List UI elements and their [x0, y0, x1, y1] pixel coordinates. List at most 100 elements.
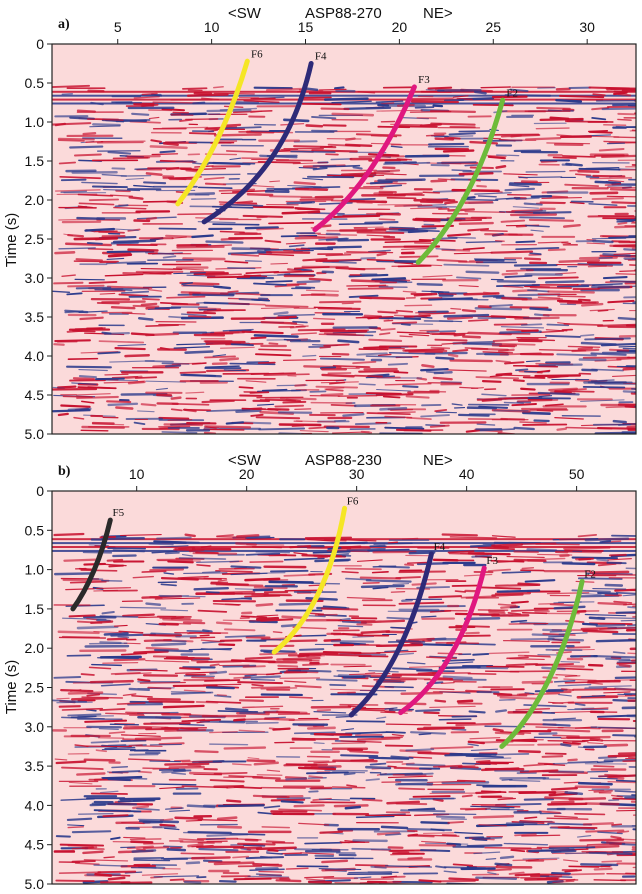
reflection-segment: [427, 381, 462, 384]
reflection-segment: [590, 379, 615, 382]
reflection-segment: [265, 280, 293, 283]
reflection-segment: [136, 807, 160, 811]
reflection-segment: [386, 616, 413, 620]
reflection-segment: [191, 676, 215, 679]
reflection-segment: [276, 315, 297, 319]
reflection-segment: [180, 291, 229, 295]
reflection-segment: [333, 86, 345, 90]
reflection-segment: [467, 319, 489, 322]
reflection-segment: [197, 609, 228, 613]
reflection-segment: [187, 631, 202, 635]
fault-f2: [415, 97, 506, 265]
reflection-segment: [524, 816, 538, 820]
reflection-segment: [390, 755, 414, 759]
reflection-segment: [58, 161, 77, 165]
reflection-segment: [449, 359, 493, 363]
fault-label: F4: [434, 541, 446, 553]
reflection-segment: [395, 802, 428, 806]
fault-f3: [312, 84, 417, 233]
reflection-segment: [484, 846, 532, 850]
fault-f4: [348, 551, 434, 718]
reflection-segment: [319, 346, 331, 349]
reflection-segment: [614, 790, 636, 793]
y-tick-label: 0: [36, 483, 44, 499]
reflection-segment: [96, 587, 132, 590]
reflection-segment: [631, 247, 636, 250]
reflection-segment: [223, 369, 246, 372]
reflection-segment: [438, 320, 463, 323]
reflection-segment: [245, 380, 267, 383]
reflection-segment: [300, 852, 335, 855]
reflection-segment: [67, 407, 92, 412]
reflection-segment: [580, 863, 619, 867]
reflection-segment: [395, 309, 414, 313]
reflection-segment: [161, 108, 186, 112]
reflection-segment: [90, 792, 128, 795]
reflection-segment: [627, 606, 636, 609]
reflection-segment: [407, 637, 435, 641]
reflection-segment: [68, 614, 96, 618]
reflection-segment: [501, 296, 528, 301]
reflection-segment: [289, 545, 312, 549]
reflection-segment: [408, 333, 430, 337]
reflection-segment: [525, 663, 551, 666]
reflection-segment: [432, 764, 463, 768]
reflection-segment: [574, 812, 606, 816]
fault-label: F6: [347, 495, 359, 507]
reflection-segment: [263, 373, 310, 377]
y-tick-label: 4.5: [25, 387, 45, 403]
reflection-segment: [368, 669, 399, 673]
reflection-segment: [521, 834, 561, 837]
reflection-segment: [158, 768, 186, 771]
reflection-segment: [259, 399, 297, 402]
reflection-segment: [190, 659, 209, 663]
reflection-segment: [264, 248, 296, 251]
reflection-segment: [151, 153, 179, 156]
reflection-segment: [244, 673, 257, 678]
reflection-segment: [106, 285, 153, 289]
reflection-segment: [391, 733, 405, 737]
reflection-segment: [430, 746, 474, 750]
reflection-segment: [99, 708, 126, 712]
reflection-segment: [443, 866, 487, 869]
reflection-segment: [178, 557, 227, 560]
reflection-segment: [471, 387, 484, 390]
reflection-segment: [314, 613, 338, 616]
reflection-segment: [560, 743, 572, 747]
reflection-segment: [607, 774, 636, 778]
reflection-segment: [261, 826, 291, 829]
reflection-segment: [443, 870, 457, 874]
reflection-segment: [371, 570, 389, 574]
reflection-segment: [318, 237, 349, 241]
reflection-segment: [364, 220, 399, 224]
reflection-segment: [350, 758, 375, 762]
reflection-segment: [191, 197, 217, 200]
reflection-segment: [611, 794, 623, 798]
reflection-segment: [407, 833, 419, 837]
reflection-segment: [73, 153, 102, 157]
reflection-segment: [512, 858, 558, 862]
reflection-segment: [476, 184, 487, 188]
reflection-segment: [219, 357, 240, 362]
reflection-segment: [504, 187, 535, 192]
reflection-segment: [619, 270, 636, 272]
reflection-segment: [155, 387, 169, 391]
reflection-segment: [550, 787, 578, 791]
reflection-segment: [145, 380, 187, 383]
reflection-segment: [435, 248, 456, 251]
reflection-segment: [78, 375, 97, 379]
reflection-segment: [212, 354, 227, 357]
reflection-segment: [607, 185, 636, 187]
reflection-segment: [435, 411, 458, 414]
reflection-segment: [387, 362, 409, 366]
reflection-segment: [133, 96, 160, 99]
reflection-segment: [423, 679, 464, 681]
reflection-segment: [465, 429, 480, 433]
reflection-segment: [487, 568, 512, 572]
reflection-segment: [133, 184, 155, 188]
reflection-segment: [121, 312, 146, 315]
reflection-segment: [480, 86, 511, 89]
reflection-segment: [563, 859, 579, 862]
reflection-segment: [58, 636, 107, 639]
reflection-segment: [148, 542, 174, 546]
